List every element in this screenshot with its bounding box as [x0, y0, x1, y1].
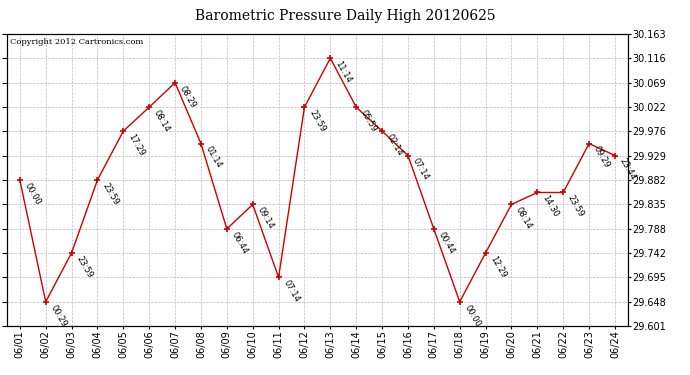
Text: 08:14: 08:14	[514, 206, 534, 231]
Text: 01:14: 01:14	[204, 145, 224, 170]
Text: 00:00: 00:00	[23, 182, 42, 207]
Text: 02:14: 02:14	[385, 132, 404, 158]
Text: 09:29: 09:29	[592, 145, 611, 170]
Text: 12:29: 12:29	[489, 254, 508, 279]
Text: 23:44: 23:44	[618, 157, 638, 182]
Text: 09:14: 09:14	[255, 206, 275, 231]
Text: 05:59: 05:59	[359, 108, 379, 134]
Text: 23:59: 23:59	[566, 194, 586, 219]
Text: 11:14: 11:14	[333, 60, 353, 85]
Text: 23:59: 23:59	[307, 108, 327, 134]
Text: 06:44: 06:44	[230, 230, 249, 255]
Text: Barometric Pressure Daily High 20120625: Barometric Pressure Daily High 20120625	[195, 9, 495, 23]
Text: 00:00: 00:00	[462, 303, 482, 328]
Text: 07:14: 07:14	[411, 157, 431, 182]
Text: 00:44: 00:44	[437, 230, 456, 255]
Text: Copyright 2012 Cartronics.com: Copyright 2012 Cartronics.com	[10, 38, 144, 46]
Text: 07:14: 07:14	[282, 279, 301, 304]
Text: 08:14: 08:14	[152, 108, 172, 134]
Text: 14:30: 14:30	[540, 194, 560, 219]
Text: 23:59: 23:59	[75, 254, 94, 279]
Text: 00:29: 00:29	[48, 303, 68, 328]
Text: 17:29: 17:29	[126, 132, 146, 158]
Text: 23:59: 23:59	[100, 182, 120, 207]
Text: 08:29: 08:29	[178, 84, 197, 109]
